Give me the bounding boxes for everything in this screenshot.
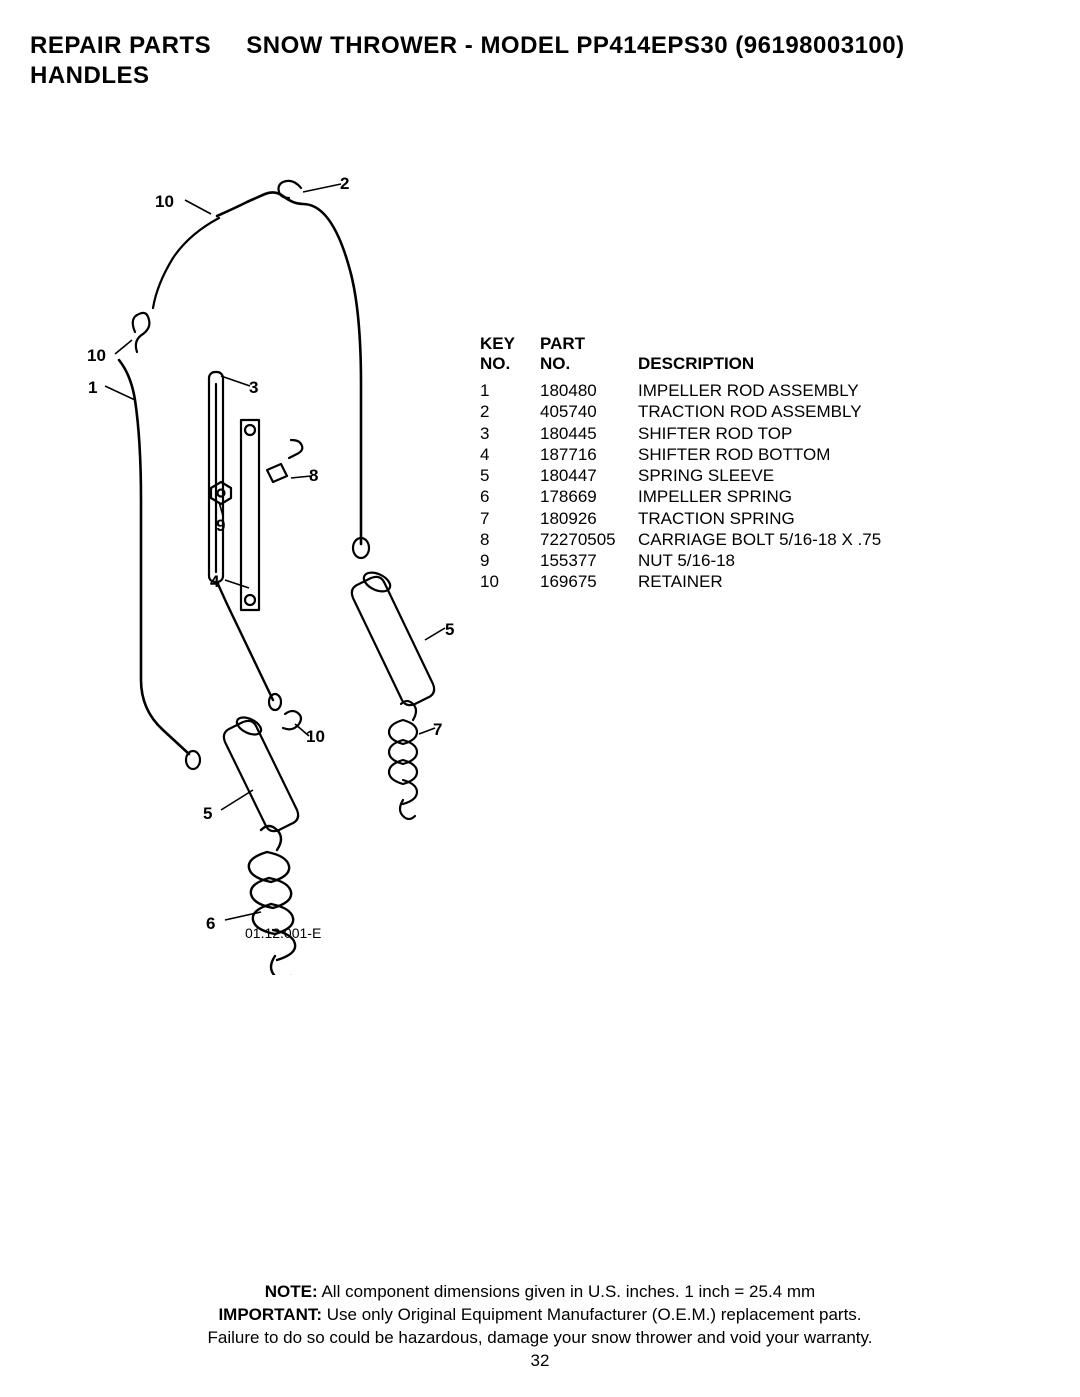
cell-part: 405740 [540,401,638,422]
cell-desc: CARRIAGE BOLT 5/16-18 X .75 [638,529,899,550]
cell-key: 1 [480,380,540,401]
exploded-diagram [85,155,465,975]
cell-key: 4 [480,444,540,465]
table-row: 3180445SHIFTER ROD TOP [480,423,899,444]
callout-8: 8 [309,466,318,486]
cell-desc: SHIFTER ROD BOTTOM [638,444,899,465]
col-part-bot: NO. [540,354,570,373]
footer-note: NOTE: All component dimensions given in … [0,1281,1080,1304]
cell-part: 180926 [540,508,638,529]
table-row: 9155377NUT 5/16-18 [480,550,899,571]
footer-important: IMPORTANT: Use only Original Equipment M… [0,1304,1080,1327]
cell-key: 8 [480,529,540,550]
callout-10: 10 [306,727,325,747]
col-key: KEY NO. [480,334,540,380]
cell-part: 180447 [540,465,638,486]
cell-desc: NUT 5/16-18 [638,550,899,571]
header-line-1: REPAIR PARTS SNOW THROWER - MODEL PP414E… [30,32,1050,60]
callout-5: 5 [203,804,212,824]
col-key-bot: NO. [480,354,510,373]
section-title: HANDLES [30,62,1050,90]
table-row: 5180447SPRING SLEEVE [480,465,899,486]
cell-key: 3 [480,423,540,444]
col-part: PART NO. [540,334,638,380]
cell-desc: IMPELLER SPRING [638,486,899,507]
table-row: 1180480IMPELLER ROD ASSEMBLY [480,380,899,401]
cell-key: 2 [480,401,540,422]
cell-key: 9 [480,550,540,571]
table-row: 10169675RETAINER [480,571,899,592]
callout-1: 1 [88,378,97,398]
cell-part: 169675 [540,571,638,592]
cell-part: 178669 [540,486,638,507]
cell-desc: TRACTION SPRING [638,508,899,529]
table-row: 6178669IMPELLER SPRING [480,486,899,507]
col-key-top: KEY [480,334,515,353]
mfg-no: (96198003100) [735,32,904,59]
product-name: SNOW THROWER - MODEL [246,32,569,59]
table-row: 7180926TRACTION SPRING [480,508,899,529]
cell-desc: IMPELLER ROD ASSEMBLY [638,380,899,401]
cell-part: 72270505 [540,529,638,550]
note-text: All component dimensions given in U.S. i… [321,1282,815,1301]
cell-desc: SPRING SLEEVE [638,465,899,486]
cell-key: 10 [480,571,540,592]
cell-part: 155377 [540,550,638,571]
drawing-number: 01.12.001-E [245,925,321,941]
table-row: 4187716SHIFTER ROD BOTTOM [480,444,899,465]
note-label: NOTE: [265,1282,318,1301]
callout-4: 4 [210,572,219,592]
warranty-text: Failure to do so could be hazardous, dam… [0,1327,1080,1350]
callout-10: 10 [155,192,174,212]
model-id: PP414EPS30 [576,32,728,59]
callout-10: 10 [87,346,106,366]
cell-key: 6 [480,486,540,507]
cell-part: 180480 [540,380,638,401]
callout-5: 5 [445,620,454,640]
table-row: 2405740TRACTION ROD ASSEMBLY [480,401,899,422]
cell-part: 187716 [540,444,638,465]
page-header: REPAIR PARTS SNOW THROWER - MODEL PP414E… [30,32,1050,90]
repair-parts-label: REPAIR PARTS [30,32,211,59]
page-number: 32 [0,1350,1080,1373]
callout-6: 6 [206,914,215,934]
cell-part: 180445 [540,423,638,444]
parts-table: KEY NO. PART NO. DESCRIPTION 1180480IMPE… [480,334,899,593]
callout-3: 3 [249,378,258,398]
col-part-top: PART [540,334,585,353]
cell-desc: SHIFTER ROD TOP [638,423,899,444]
callout-9: 9 [216,516,225,536]
callout-2: 2 [340,174,349,194]
table-row: 872270505CARRIAGE BOLT 5/16-18 X .75 [480,529,899,550]
important-label: IMPORTANT: [218,1305,322,1324]
cell-key: 5 [480,465,540,486]
cell-key: 7 [480,508,540,529]
page-footer: NOTE: All component dimensions given in … [0,1281,1080,1373]
col-desc: DESCRIPTION [638,334,899,380]
col-desc-label: DESCRIPTION [638,354,754,373]
important-text: Use only Original Equipment Manufacturer… [327,1305,862,1324]
cell-desc: RETAINER [638,571,899,592]
cell-desc: TRACTION ROD ASSEMBLY [638,401,899,422]
callout-7: 7 [433,720,442,740]
